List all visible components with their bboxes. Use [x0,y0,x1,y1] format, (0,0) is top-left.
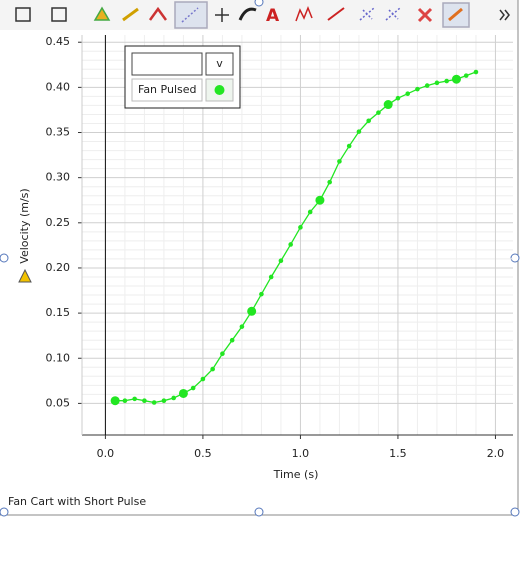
tool-icon[interactable]: A [266,6,280,26]
x-axis-label: Time (s) [273,468,319,481]
data-point [288,242,293,247]
handle[interactable] [254,0,264,7]
handle[interactable] [254,507,264,517]
data-point [142,398,147,403]
y-tick-label: 0.15 [46,306,71,319]
tool-icon[interactable] [499,9,510,21]
data-point [383,100,393,110]
plot-area: 0.05 0.10 0.15 0.20 0.25 0.30 0.35 0.40 0.45 0.0 0… [46,35,513,460]
handle[interactable] [510,253,520,263]
y-tick-label: 0.20 [46,261,71,274]
toolbar-icons: A [15,1,510,29]
data-point [463,73,469,78]
data-point [307,209,313,215]
y-axis-label: Velocity (m/s) [18,188,31,263]
data-point [210,366,215,372]
y-tick-label: 0.35 [46,126,71,139]
x-tick-label: 1.0 [292,447,310,460]
data-point [315,195,325,205]
legend-entry: Fan Pulsed [138,83,196,96]
legend-marker [214,85,225,95]
data-point [395,95,401,101]
legend-name-cell [131,78,203,102]
data-point [178,388,188,398]
data-line [115,71,477,404]
tool-icon[interactable] [359,7,375,21]
selection-handles [0,0,520,517]
data-point [151,400,157,405]
y-tick-label: 0.45 [46,35,71,48]
data-point [259,291,264,297]
handle[interactable] [510,507,520,517]
legend-title: v [216,57,223,70]
data-point [434,80,440,86]
data-point [376,110,381,115]
tool-icon[interactable] [448,7,463,22]
tool-icon[interactable] [174,1,208,29]
x-tick-label: 1.5 [389,447,407,460]
data-point [247,306,257,316]
data-point [298,225,303,230]
y-tick-label: 0.40 [46,80,71,93]
tool-icon[interactable] [181,7,199,23]
data-point [356,129,362,134]
x-tick-label: 0.5 [194,447,212,460]
data-point [110,396,120,406]
data-point [327,179,332,185]
tool-icon[interactable] [148,6,168,21]
y-tick-label: 0.25 [46,216,71,229]
data-point [405,91,410,96]
legend: v Fan Pulsed [124,45,241,109]
data-point [415,86,420,92]
warning-icon[interactable] [18,268,32,283]
handle[interactable] [0,253,9,263]
caption: Fan Cart with Short Pulse [8,495,146,508]
tool-icon[interactable] [417,7,433,23]
tool-icon[interactable] [51,7,67,22]
data-point [132,396,137,402]
data-point [171,395,176,401]
tool-icon[interactable] [385,7,401,21]
data-point [366,118,371,124]
tool-icon[interactable] [215,8,229,22]
handle[interactable] [0,507,9,517]
data-point [473,69,479,75]
y-tick-label: 0.10 [46,351,71,364]
data-point [268,274,274,280]
tool-icon[interactable] [295,5,313,22]
data-point [190,385,196,391]
x-tick-label: 2.0 [487,447,505,460]
data-point [424,83,430,88]
data-point [200,376,206,382]
data-point [229,337,235,343]
data-point [239,324,245,329]
data-point [451,74,461,84]
tool-icon[interactable] [238,7,257,21]
tool-icon[interactable] [122,7,139,22]
tool-icon[interactable] [15,7,31,22]
legend-header-cell [205,52,234,76]
tool-icon[interactable] [93,6,111,21]
y-tick-label: 0.05 [46,396,71,409]
y-tick-label: 0.30 [46,171,71,184]
data-point [122,398,128,403]
tool-icon[interactable] [327,7,345,21]
data-point [161,398,167,403]
data-point [337,159,342,164]
x-tick-label: 0.0 [97,447,115,460]
data-point [278,258,284,264]
data-point [346,143,352,149]
data-point [220,351,225,357]
legend-empty-cell [131,52,203,76]
data-point [444,78,449,84]
